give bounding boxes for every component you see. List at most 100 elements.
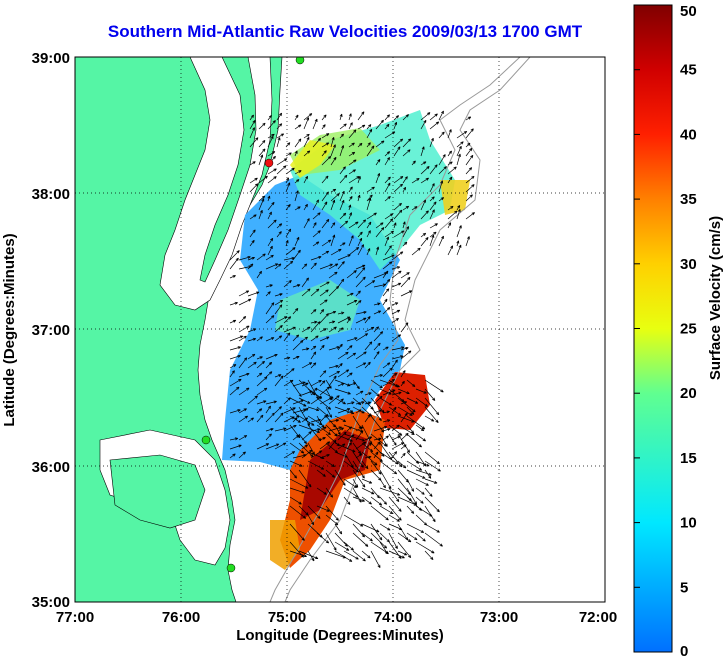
velocity-arrow: [465, 154, 474, 166]
x-tick-label: 75:00: [268, 609, 306, 626]
velocity-arrow: [456, 141, 464, 148]
velocity-arrow: [391, 355, 404, 360]
velocity-arrow: [294, 150, 298, 157]
velocity-arrow: [265, 405, 271, 414]
velocity-arrow: [420, 165, 430, 175]
velocity-arrow: [355, 453, 363, 459]
velocity-arrow: [312, 241, 320, 247]
velocity-arrow: [256, 387, 268, 396]
y-tick-label: 37:00: [32, 322, 70, 339]
velocity-arrow: [402, 221, 406, 229]
velocity-arrow: [316, 415, 325, 429]
velocity-arrow: [310, 345, 317, 351]
velocity-arrow: [265, 337, 275, 342]
velocity-arrow: [382, 435, 389, 441]
velocity-arrow: [370, 460, 382, 475]
velocity-arrow: [384, 213, 394, 220]
velocity-arrow: [307, 424, 322, 442]
velocity-arrow: [429, 209, 435, 220]
velocity-arrow: [256, 360, 265, 369]
velocity-arrow: [366, 197, 372, 211]
velocity-arrow: [337, 443, 346, 450]
velocity-arrow: [379, 388, 392, 395]
velocity-arrow: [352, 460, 365, 479]
velocity-arrow: [429, 231, 437, 238]
velocity-arrow: [292, 340, 304, 351]
velocity-arrow: [328, 364, 339, 369]
velocity-arrow: [415, 397, 428, 407]
velocity-arrow: [265, 371, 273, 378]
velocity-arrow: [355, 351, 367, 360]
velocity-arrow: [247, 361, 257, 369]
velocity-arrow: [265, 353, 278, 360]
velocity-arrow: [337, 311, 345, 315]
velocity-arrow: [438, 166, 447, 175]
velocity-arrow: [357, 219, 367, 229]
velocity-arrow: [330, 248, 342, 256]
velocity-arrow: [301, 362, 313, 369]
velocity-arrow: [366, 230, 371, 238]
velocity-arrow: [465, 236, 470, 247]
velocity-arrow: [249, 114, 254, 121]
velocity-arrow: [397, 388, 410, 395]
velocity-arrow: [339, 242, 346, 247]
colorbar-label: Surface Velocity (cm/s): [707, 216, 724, 380]
velocity-arrow: [258, 154, 264, 166]
velocity-arrow: [370, 397, 385, 414]
velocity-arrow: [267, 135, 274, 148]
velocity-arrow: [366, 145, 375, 157]
velocity-arrow: [339, 123, 347, 130]
velocity-arrow: [285, 167, 295, 175]
velocity-arrow: [375, 119, 384, 130]
velocity-arrow: [379, 487, 401, 496]
velocity-arrow: [301, 444, 309, 450]
velocity-arrow: [328, 346, 340, 351]
velocity-arrow: [355, 310, 367, 315]
velocity-arrow: [357, 142, 363, 148]
velocity-arrow: [303, 117, 310, 130]
velocity-arrow: [321, 239, 332, 247]
velocity-arrow: [438, 154, 446, 166]
velocity-arrow: [294, 170, 302, 175]
velocity-arrow: [285, 182, 291, 193]
velocity-arrow: [321, 124, 326, 130]
velocity-arrow: [406, 523, 425, 533]
velocity-arrow: [274, 374, 282, 378]
velocity-arrow: [400, 322, 409, 333]
velocity-arrow: [312, 230, 321, 238]
velocity-arrow: [274, 324, 283, 333]
velocity-arrow: [319, 281, 330, 288]
velocity-arrow: [415, 388, 427, 394]
velocity-arrow: [373, 342, 381, 351]
velocity-arrow: [285, 152, 292, 157]
velocity-arrow: [274, 304, 283, 315]
velocity-arrow: [258, 148, 266, 157]
velocity-arrow: [420, 119, 427, 130]
velocity-arrow: [352, 442, 362, 455]
velocity-arrow: [384, 196, 391, 202]
velocity-arrow: [321, 142, 330, 148]
velocity-arrow: [334, 397, 346, 405]
velocity-arrow: [294, 206, 301, 211]
velocity-arrow: [247, 263, 254, 270]
velocity-arrow: [391, 334, 402, 342]
velocity-arrow: [352, 397, 362, 405]
velocity-arrow: [384, 123, 390, 130]
velocity-arrow: [289, 406, 300, 418]
velocity-arrow: [294, 138, 302, 148]
velocity-arrow: [391, 318, 399, 324]
velocity-arrow: [267, 219, 277, 229]
y-axis-label: Latitude (Degrees:Minutes): [1, 233, 18, 426]
velocity-arrow: [229, 346, 241, 351]
velocity-arrow: [256, 336, 263, 342]
velocity-arrow: [379, 478, 386, 489]
velocity-arrow: [294, 236, 300, 247]
velocity-arrow: [337, 351, 349, 360]
velocity-arrow: [303, 150, 311, 157]
velocity-arrow: [310, 288, 320, 297]
velocity-arrow: [346, 337, 358, 342]
velocity-arrow: [267, 176, 277, 184]
velocity-arrow: [289, 469, 297, 479]
velocity-arrow: [400, 276, 411, 288]
velocity-arrow: [267, 195, 271, 202]
